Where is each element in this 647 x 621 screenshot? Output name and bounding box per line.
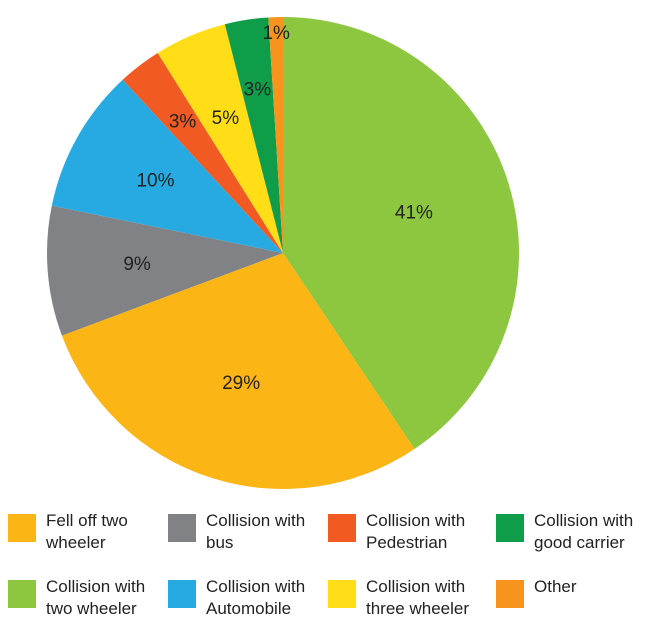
pie-slice-label-fell-off-two-wheeler: 29% bbox=[222, 373, 260, 394]
legend-label-collision-with-good-carrier: Collision with good carrier bbox=[534, 511, 633, 552]
legend-swatch-collision-with-pedestrian bbox=[328, 514, 356, 542]
legend-label-fell-off-two-wheeler: Fell off two wheeler bbox=[45, 511, 128, 552]
pie-slice-other bbox=[268, 17, 283, 253]
legend-label-collision-with-pedestrian: Collision with Pedestrian bbox=[366, 511, 465, 552]
pie-slice-label-collision-with-three-wheeler: 5% bbox=[212, 108, 240, 129]
legend-item-collision-with-three-wheeler: Collision with three wheeler bbox=[328, 577, 469, 618]
pie-slice-collision-with-good-carrier bbox=[224, 17, 283, 254]
pie-slice-collision-with-bus bbox=[47, 205, 283, 336]
pie-slice-label-collision-with-good-carrier: 3% bbox=[244, 79, 272, 100]
legend-swatch-collision-with-three-wheeler bbox=[328, 580, 356, 608]
pie-slice-collision-with-automobile bbox=[51, 79, 284, 253]
legend-label-collision-with-automobile: Collision with Automobile bbox=[206, 577, 305, 618]
legend-swatch-collision-with-two-wheeler bbox=[8, 580, 36, 608]
legend-item-collision-with-bus: Collision with bus bbox=[168, 511, 305, 552]
pie-slice-fell-off-two-wheeler bbox=[61, 253, 415, 490]
pie-slice-collision-with-two-wheeler bbox=[283, 17, 520, 449]
legend-item-collision-with-good-carrier: Collision with good carrier bbox=[496, 511, 633, 552]
pie-slice-collision-with-three-wheeler bbox=[157, 24, 283, 253]
legend-label-collision-with-three-wheeler: Collision with three wheeler bbox=[366, 577, 469, 618]
legend-swatch-collision-with-bus bbox=[168, 514, 196, 542]
legend-item-collision-with-pedestrian: Collision with Pedestrian bbox=[328, 511, 465, 552]
pie-slice-collision-with-pedestrian bbox=[122, 53, 284, 253]
legend-label-collision-with-bus: Collision with bus bbox=[206, 511, 305, 552]
pie-slice-label-other: 1% bbox=[262, 23, 290, 44]
legend-swatch-fell-off-two-wheeler bbox=[8, 514, 36, 542]
legend: Fell off two wheeler Collision with bus Coll… bbox=[8, 511, 633, 618]
pie-slices bbox=[47, 17, 520, 490]
legend-swatch-collision-with-good-carrier bbox=[496, 514, 524, 542]
pie-slice-label-collision-with-pedestrian: 3% bbox=[169, 111, 197, 132]
pie-slice-label-collision-with-automobile: 10% bbox=[136, 171, 174, 192]
legend-item-collision-with-two-wheeler: Collision with two wheeler bbox=[8, 577, 145, 618]
pie-slice-label-collision-with-two-wheeler: 41% bbox=[395, 203, 433, 224]
legend-label-collision-with-two-wheeler: Collision with two wheeler bbox=[46, 577, 145, 618]
pie-slice-labels: 41%29%9%10%3% 5%3%1% bbox=[123, 23, 433, 394]
legend-item-other: Other bbox=[496, 577, 577, 608]
legend-item-fell-off-two-wheeler: Fell off two wheeler bbox=[8, 511, 128, 552]
pie-slice-label-collision-with-bus: 9% bbox=[123, 254, 151, 275]
legend-label-other: Other bbox=[534, 577, 577, 596]
legend-item-collision-with-automobile: Collision with Automobile bbox=[168, 577, 305, 618]
legend-swatch-collision-with-automobile bbox=[168, 580, 196, 608]
legend-swatch-other bbox=[496, 580, 524, 608]
